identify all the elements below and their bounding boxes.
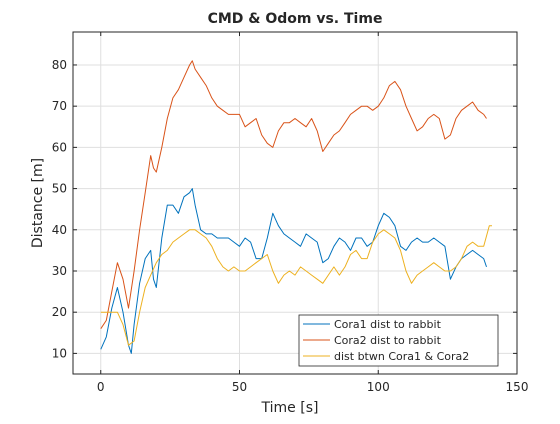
series-line-cora2-dist-to-rabbit [100, 60, 487, 329]
chart-title: CMD & Odom vs. Time [208, 11, 383, 27]
y-tick-label: 70 [52, 99, 67, 113]
x-tick-label: 100 [367, 380, 390, 394]
series-line-cora1-dist-to-rabbit [100, 188, 487, 354]
legend-label-cora2: Cora2 dist to rabbit [334, 334, 442, 347]
x-tick-label: 0 [97, 380, 105, 394]
series-line-dist-btwn-cora1-cora2 [100, 225, 492, 346]
axes-frame [72, 31, 518, 375]
y-tick-label: 40 [52, 223, 67, 237]
x-tick-label: 150 [506, 380, 529, 394]
legend-box [298, 314, 499, 367]
x-axis-label: Time [s] [261, 400, 319, 416]
legend-label-between: dist btwn Cora1 & Cora2 [334, 350, 469, 363]
y-tick-label: 60 [52, 140, 67, 154]
ticks: 0 50 100 150 10 20 30 40 50 60 70 80 [52, 32, 529, 394]
legend: Cora1 dist to rabbit Cora2 dist to rabbi… [298, 314, 499, 367]
y-tick-label: 80 [52, 58, 67, 72]
legend-label-cora1: Cora1 dist to rabbit [334, 318, 442, 331]
y-tick-label: 10 [52, 346, 67, 360]
y-tick-label: 20 [52, 305, 67, 319]
y-tick-label: 30 [52, 264, 67, 278]
x-tick-label: 50 [232, 380, 247, 394]
series-group [100, 60, 492, 354]
grid [73, 32, 518, 374]
y-axis-label: Distance [m] [30, 158, 46, 248]
y-tick-label: 50 [52, 182, 67, 196]
